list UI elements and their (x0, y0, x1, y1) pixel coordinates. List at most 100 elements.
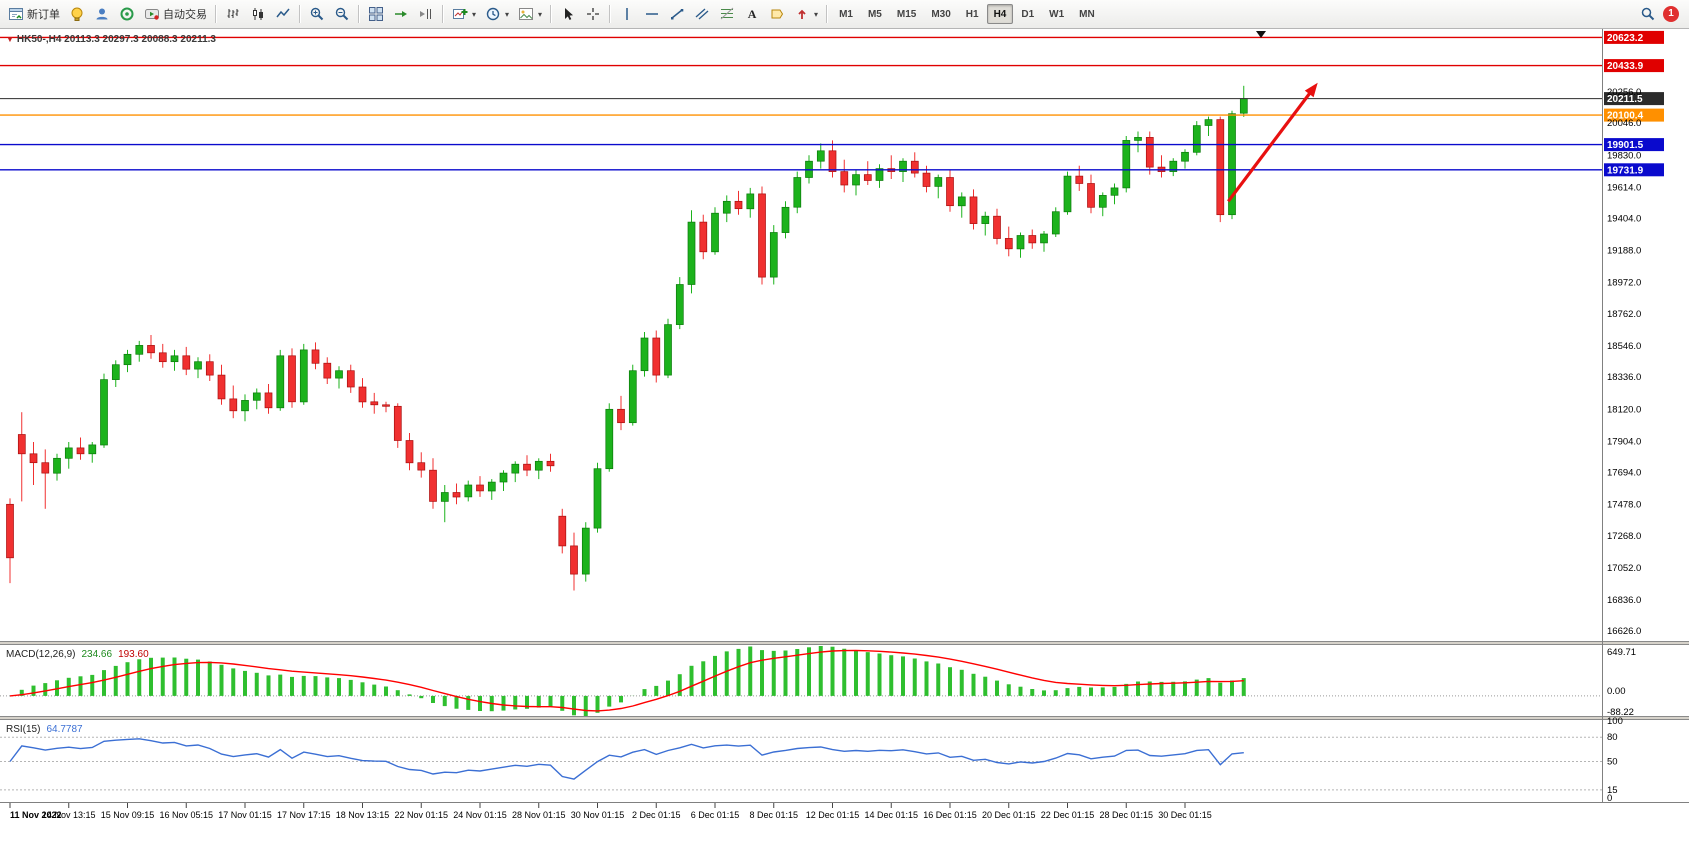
zoom-in-button[interactable] (305, 3, 329, 25)
chart-background[interactable] (0, 29, 1689, 865)
time-axis-label[interactable]: 6 Dec 01:15 (691, 810, 740, 820)
time-axis-label[interactable]: 17 Nov 01:15 (218, 810, 272, 820)
rsi-scale-label: 15 (1607, 785, 1618, 796)
bull-candle (123, 353, 132, 366)
template-button[interactable]: ▾ (514, 3, 546, 25)
bull-candle (276, 355, 285, 409)
time-axis-label[interactable]: 24 Nov 01:15 (453, 810, 507, 820)
price-scale-label: 19404.0 (1607, 214, 1641, 225)
time-axis-label[interactable]: 18 Nov 13:15 (336, 810, 390, 820)
bear-candle (910, 160, 919, 174)
market-watch-icon (71, 7, 83, 21)
auto-trading-button[interactable]: 自动交易 (140, 3, 211, 25)
timeframe-button-m15[interactable]: M15 (890, 4, 923, 24)
search-button[interactable] (1636, 3, 1660, 25)
tile-windows-icon (369, 7, 383, 21)
zoom-out-button[interactable] (330, 3, 354, 25)
bull-candle (299, 349, 308, 403)
bear-candle (734, 200, 743, 210)
horizontal-line-tool-button[interactable] (640, 3, 664, 25)
bull-candle (534, 460, 543, 471)
bar-chart-button[interactable] (221, 3, 245, 25)
bear-candle (41, 462, 50, 474)
timeframe-button-m5[interactable]: M5 (861, 4, 889, 24)
time-axis-label[interactable]: 30 Dec 01:15 (1158, 810, 1212, 820)
timeframe-button-m30[interactable]: M30 (924, 4, 957, 24)
time-axis-label[interactable]: 17 Nov 17:15 (277, 810, 331, 820)
time-axis-label[interactable]: 30 Nov 01:15 (571, 810, 625, 820)
chevron-down-icon: ▾ (505, 9, 510, 19)
chart-canvas[interactable]: 20623.2 20433.9 20100.4 19901.5 19731.9 20211… (0, 29, 1689, 865)
rsi-scale-label: 50 (1607, 757, 1618, 768)
bear-candle (969, 196, 978, 224)
trendline-tool-button[interactable] (665, 3, 689, 25)
timeframe-button-h1[interactable]: H1 (959, 4, 986, 24)
timeframe-button-h4[interactable]: H4 (986, 4, 1014, 24)
new-chart-button[interactable]: ▾ (448, 3, 480, 25)
navigator-button[interactable] (90, 3, 114, 25)
bull-candle (499, 472, 508, 483)
pane-separator[interactable] (0, 716, 1689, 720)
bear-candle (417, 462, 426, 471)
text-label-tool-button[interactable] (765, 3, 789, 25)
timeframe-button-w1[interactable]: W1 (1042, 4, 1071, 24)
terminal-button[interactable] (115, 3, 139, 25)
bear-candle (1216, 119, 1225, 216)
time-axis-label[interactable]: 20 Dec 01:15 (982, 810, 1036, 820)
crosshair-tool-button[interactable] (581, 3, 605, 25)
candlestick-chart-button[interactable] (246, 3, 270, 25)
bull-candle (1063, 175, 1072, 213)
trend-arrow-line[interactable] (1227, 88, 1314, 203)
time-axis-label[interactable]: 28 Nov 01:15 (512, 810, 566, 820)
time-axis-label[interactable]: 14 Dec 01:15 (864, 810, 918, 820)
new-order-button[interactable]: 新订单 (4, 3, 64, 25)
bear-candle (393, 405, 402, 441)
bull-candle (88, 444, 97, 455)
price-scale-label: 18336.0 (1607, 372, 1641, 383)
equidistant-channel-tool-button[interactable] (690, 3, 714, 25)
bull-candle (581, 527, 590, 575)
price-badge-label: 20211.5 (1607, 94, 1643, 105)
bear-candle (158, 352, 167, 363)
time-axis-label[interactable]: 14 Nov 13:15 (42, 810, 96, 820)
bull-candle (111, 364, 120, 380)
vertical-line-tool-button[interactable] (615, 3, 639, 25)
bull-candle (875, 168, 884, 181)
time-axis-label[interactable]: 28 Dec 01:15 (1099, 810, 1153, 820)
line-chart-button[interactable] (271, 3, 295, 25)
crosshair-icon (587, 8, 600, 20)
time-axis-label[interactable]: 8 Dec 01:15 (749, 810, 798, 820)
time-axis-label[interactable]: 16 Nov 05:15 (159, 810, 213, 820)
bear-candle (1028, 235, 1037, 244)
chart-area[interactable]: 20623.2 20433.9 20100.4 19901.5 19731.9 20211… (0, 29, 1689, 865)
timeframe-button-mn[interactable]: MN (1072, 4, 1102, 24)
bull-candle (934, 177, 943, 187)
time-axis-label[interactable]: 2 Dec 01:15 (632, 810, 681, 820)
market-watch-button[interactable] (65, 3, 89, 25)
timeframe-button-d1[interactable]: D1 (1014, 4, 1041, 24)
period-clock-button[interactable]: ▾ (481, 3, 513, 25)
text-tool-button[interactable]: A (740, 3, 764, 25)
rsi-scale-label: 0 (1607, 793, 1612, 804)
tile-windows-button[interactable] (364, 3, 388, 25)
new-order-icon (9, 8, 23, 20)
time-axis-label[interactable]: 22 Nov 01:15 (394, 810, 448, 820)
down-triangle-marker[interactable] (1256, 31, 1266, 38)
fibonacci-tool-button[interactable] (715, 3, 739, 25)
time-axis-label[interactable]: 16 Dec 01:15 (923, 810, 977, 820)
time-axis-label[interactable]: 11 Nov 2022 (10, 810, 62, 820)
time-axis-label[interactable]: 12 Dec 01:15 (806, 810, 860, 820)
bull-candle (816, 150, 825, 162)
timeframe-button-m1[interactable]: M1 (832, 4, 860, 24)
vertical-line-icon (626, 8, 628, 20)
time-axis-label[interactable]: 22 Dec 01:15 (1041, 810, 1095, 820)
bear-candle (382, 404, 390, 407)
chart-shift-button[interactable] (414, 3, 438, 25)
bull-candle (640, 337, 649, 372)
arrows-tool-button[interactable]: ▾ (790, 3, 822, 25)
auto-scroll-button[interactable] (389, 3, 413, 25)
time-axis-label[interactable]: 15 Nov 09:15 (101, 810, 155, 820)
cursor-tool-button[interactable] (556, 3, 580, 25)
notification-badge[interactable]: 1 (1663, 6, 1679, 22)
pane-separator[interactable] (0, 641, 1689, 645)
